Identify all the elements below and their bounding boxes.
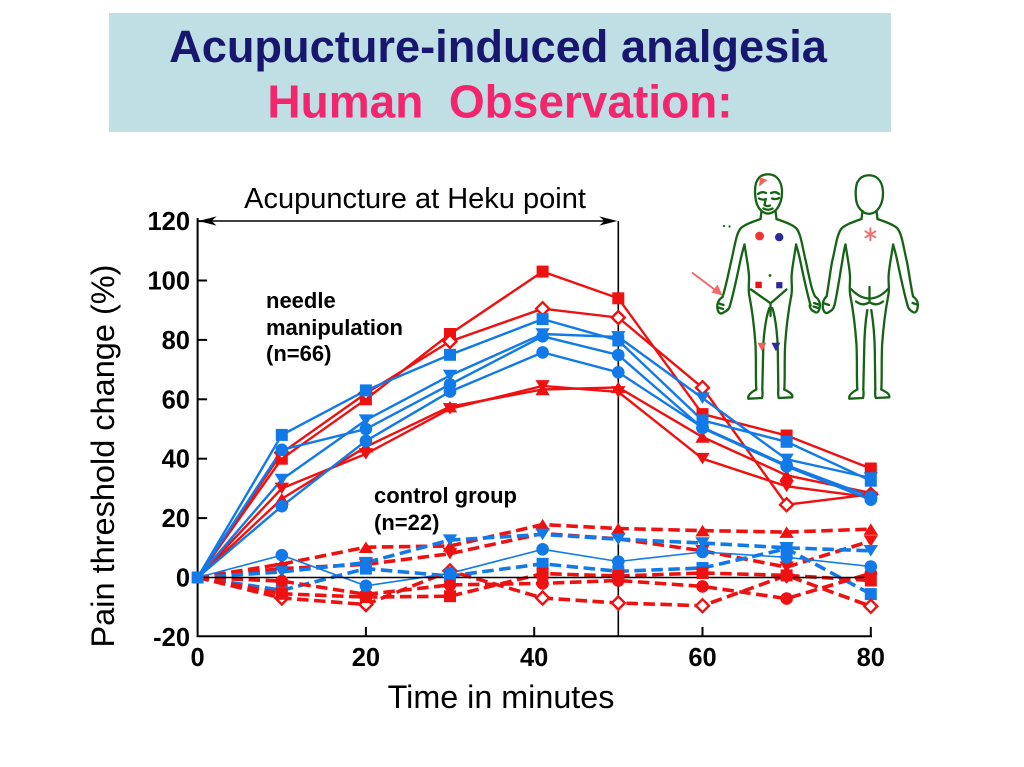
svg-text:60: 60 (162, 386, 190, 414)
svg-text:60: 60 (688, 644, 716, 672)
svg-text:-20: -20 (153, 624, 190, 652)
svg-text:80: 80 (162, 327, 190, 355)
svg-text:control group: control group (374, 483, 517, 508)
svg-text:manipulation: manipulation (266, 315, 403, 340)
svg-text:Pain threshold change (%): Pain threshold change (%) (85, 264, 121, 647)
svg-text:Human Observation:: Human Observation: (267, 76, 732, 128)
svg-text:100: 100 (147, 268, 190, 296)
svg-text:120: 120 (147, 208, 190, 236)
svg-text:0: 0 (176, 565, 190, 593)
svg-text:Time in minutes: Time in minutes (388, 679, 615, 715)
svg-text:40: 40 (520, 644, 548, 672)
svg-text:80: 80 (857, 644, 885, 672)
svg-text:20: 20 (352, 644, 380, 672)
svg-text:20: 20 (162, 505, 190, 533)
svg-text:(n=22): (n=22) (374, 510, 439, 535)
svg-text:40: 40 (162, 446, 190, 474)
svg-text:needle: needle (266, 288, 336, 313)
svg-text:0: 0 (191, 644, 205, 672)
svg-text:Acupucture-induced analgesia: Acupucture-induced analgesia (169, 21, 828, 72)
svg-text:Acupuncture at Heku point: Acupuncture at Heku point (244, 183, 586, 215)
svg-text:(n=66): (n=66) (266, 341, 331, 366)
